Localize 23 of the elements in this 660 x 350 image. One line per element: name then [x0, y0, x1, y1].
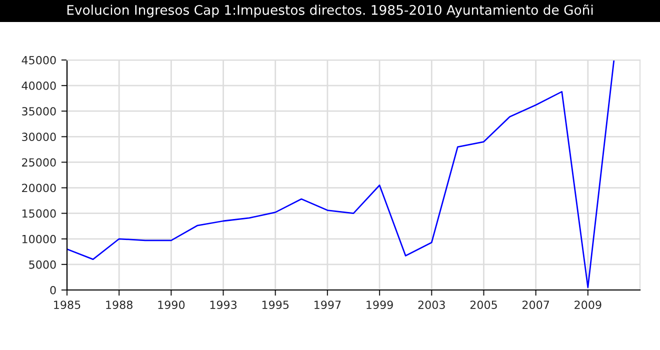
y-tick-label: 35000 [22, 107, 56, 116]
x-tick-label: 1990 [158, 300, 185, 310]
x-tick-label: 2005 [470, 300, 497, 310]
y-tick-label: 20000 [22, 184, 56, 192]
y-tick-label: 25000 [22, 158, 56, 167]
y-tick-label: 40000 [22, 82, 56, 90]
x-tick-label: 1993 [210, 300, 237, 310]
y-tick-label: 30000 [22, 132, 56, 142]
x-tick-label: 1988 [106, 300, 132, 310]
y-tick-label: 5000 [29, 260, 56, 269]
chart-title: Evolucion Ingresos Cap 1:Impuestos directos. 1985-2010 Ayuntamiento de Goñi [67, 4, 593, 18]
x-tick-label: 1999 [366, 300, 393, 310]
x-tick-label: 1995 [262, 300, 289, 310]
line-series [67, 60, 615, 288]
x-tick-label: 1997 [314, 300, 341, 310]
y-tick-label: 0 [50, 286, 56, 294]
x-tick-label: 2003 [418, 300, 445, 310]
y-tick-label: 45000 [22, 56, 56, 64]
y-tick-label: 15000 [22, 209, 56, 218]
x-tick-label: 2009 [574, 300, 602, 310]
x-tick-label: 2007 [522, 300, 550, 310]
y-tick-label: 10000 [22, 234, 56, 244]
x-tick-label: 1985 [54, 300, 80, 310]
